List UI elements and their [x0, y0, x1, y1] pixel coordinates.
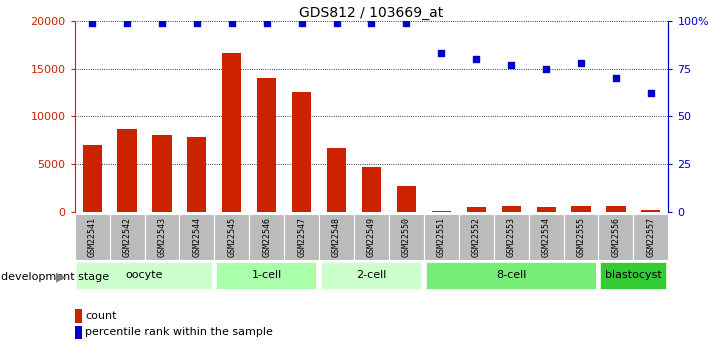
Point	[261, 20, 272, 26]
Bar	[179, 214, 214, 260]
Text: GSM22549: GSM22549	[367, 217, 376, 257]
Point	[540, 66, 552, 71]
Point	[122, 20, 133, 26]
Text: GSM22541: GSM22541	[87, 217, 97, 257]
Text: GSM22556: GSM22556	[611, 217, 621, 257]
Bar	[292, 91, 311, 212]
Title: GDS812 / 103669_at: GDS812 / 103669_at	[299, 6, 444, 20]
Bar	[284, 214, 319, 260]
Text: count: count	[85, 311, 117, 321]
Bar	[75, 326, 82, 339]
Bar	[634, 214, 668, 260]
Text: GSM22552: GSM22552	[472, 217, 481, 257]
Bar	[564, 214, 599, 260]
Bar	[109, 214, 144, 260]
Text: GSM22553: GSM22553	[507, 217, 515, 257]
Bar	[250, 214, 284, 260]
Text: GSM22547: GSM22547	[297, 217, 306, 257]
Point	[191, 20, 203, 26]
Bar	[426, 262, 597, 290]
Text: GSM22557: GSM22557	[646, 217, 656, 257]
Bar	[223, 53, 242, 212]
Bar	[362, 167, 381, 212]
Bar	[389, 214, 424, 260]
Point	[471, 56, 482, 62]
Bar	[187, 138, 206, 212]
Bar	[459, 214, 493, 260]
Bar	[321, 262, 422, 290]
Bar	[572, 206, 591, 212]
Point	[436, 50, 447, 56]
Bar	[152, 135, 171, 212]
Text: GSM22546: GSM22546	[262, 217, 271, 257]
Bar	[466, 207, 486, 212]
Point	[87, 20, 98, 26]
Point	[156, 20, 168, 26]
Text: blastocyst: blastocyst	[605, 270, 662, 280]
Text: development stage: development stage	[1, 272, 109, 282]
Bar	[529, 214, 564, 260]
Point	[506, 62, 517, 68]
Point	[645, 91, 656, 96]
Text: percentile rank within the sample: percentile rank within the sample	[85, 327, 273, 337]
Bar	[214, 214, 250, 260]
Bar	[641, 210, 661, 212]
Bar	[216, 262, 317, 290]
Bar	[75, 309, 82, 323]
Point	[610, 76, 621, 81]
Text: GSM22555: GSM22555	[577, 217, 586, 257]
Point	[296, 20, 307, 26]
Point	[331, 20, 342, 26]
Text: 2-cell: 2-cell	[356, 270, 387, 280]
Bar	[424, 214, 459, 260]
Text: GSM22554: GSM22554	[542, 217, 550, 257]
Text: GSM22545: GSM22545	[228, 217, 236, 257]
Text: GSM22542: GSM22542	[122, 217, 132, 257]
Point	[401, 20, 412, 26]
Bar	[397, 186, 416, 212]
Text: ▶: ▶	[55, 270, 65, 283]
Bar	[501, 206, 520, 212]
Bar	[319, 214, 354, 260]
Bar	[432, 211, 451, 212]
Point	[365, 20, 377, 26]
Bar	[76, 262, 213, 290]
Text: GSM22551: GSM22551	[437, 217, 446, 257]
Bar	[493, 214, 529, 260]
Bar	[257, 78, 277, 212]
Bar	[144, 214, 179, 260]
Bar	[599, 214, 634, 260]
Bar	[354, 214, 389, 260]
Text: 1-cell: 1-cell	[252, 270, 282, 280]
Bar	[606, 206, 626, 212]
Bar	[537, 207, 556, 212]
Text: GSM22548: GSM22548	[332, 217, 341, 257]
Bar	[327, 148, 346, 212]
Text: GSM22543: GSM22543	[157, 217, 166, 257]
Point	[575, 60, 587, 66]
Text: GSM22544: GSM22544	[193, 217, 201, 257]
Text: GSM22550: GSM22550	[402, 217, 411, 257]
Bar	[600, 262, 667, 290]
Bar	[75, 214, 109, 260]
Bar	[82, 145, 102, 212]
Point	[226, 20, 237, 26]
Text: oocyte: oocyte	[126, 270, 164, 280]
Bar	[117, 129, 137, 212]
Text: 8-cell: 8-cell	[496, 270, 526, 280]
